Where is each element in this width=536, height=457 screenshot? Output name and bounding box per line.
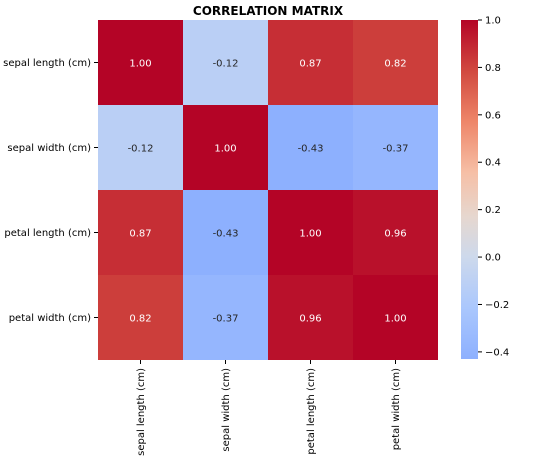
column-tick-label: sepal width (cm) xyxy=(221,368,232,452)
heatmap-cell xyxy=(183,20,268,105)
heatmap-cell xyxy=(98,275,183,360)
cell-value-label: 1.00 xyxy=(384,314,406,325)
colorbar-tick-label: 0.0 xyxy=(485,253,501,264)
column-tick-label: petal length (cm) xyxy=(306,368,317,455)
heatmap-cells: 1.00 -0.12 0.87 0.82 -0.12 1.00 -0.43 -0.37 0.87… xyxy=(98,20,438,360)
cell-value-label: -0.37 xyxy=(383,144,409,155)
heatmap-cell xyxy=(183,105,268,190)
heatmap-cell xyxy=(353,105,438,190)
cell-value-label: 0.96 xyxy=(384,229,406,240)
colorbar-tick-label: −0.4 xyxy=(485,347,509,358)
cell-value-label: 1.00 xyxy=(129,59,151,70)
cell-value-label: -0.43 xyxy=(298,144,324,155)
colorbar-tick-label: 0.4 xyxy=(485,158,501,169)
heatmap-cell xyxy=(353,190,438,275)
column-tick-label: sepal length (cm) xyxy=(136,368,147,456)
row-tick-labels: sepal length (cm) sepal width (cm) petal l… xyxy=(3,58,98,324)
heatmap-cell xyxy=(353,20,438,105)
cell-value-label: 0.82 xyxy=(129,314,151,325)
cell-value-label: -0.12 xyxy=(128,144,154,155)
colorbar-tick-label: −0.2 xyxy=(485,300,509,311)
cell-value-label: 0.96 xyxy=(299,314,321,325)
row-tick-label: sepal length (cm) xyxy=(3,58,91,69)
heatmap-cell xyxy=(268,190,353,275)
cell-value-label: 1.00 xyxy=(299,229,321,240)
heatmap-cell xyxy=(183,190,268,275)
heatmap-cell xyxy=(98,190,183,275)
heatmap-cell xyxy=(353,275,438,360)
colorbar-tick-label: 0.6 xyxy=(485,110,501,121)
heatmap-cell xyxy=(183,275,268,360)
row-tick-label: sepal width (cm) xyxy=(7,143,91,154)
heatmap-cell xyxy=(98,105,183,190)
cell-value-label: -0.43 xyxy=(213,229,239,240)
row-tick-label: petal length (cm) xyxy=(4,228,91,239)
column-tick-labels: sepal length (cm) sepal width (cm) petal l… xyxy=(136,360,402,456)
heatmap-cell xyxy=(268,275,353,360)
chart-title: CORRELATION MATRIX xyxy=(193,4,344,18)
heatmap-cell xyxy=(268,20,353,105)
column-tick-label: petal width (cm) xyxy=(391,368,402,450)
colorbar: 1.0 0.8 0.6 0.4 0.2 0.0 −0.2 −0.4 xyxy=(461,16,509,359)
row-tick-label: petal width (cm) xyxy=(9,313,91,324)
colorbar-tick-label: 1.0 xyxy=(485,16,501,27)
cell-value-label: -0.37 xyxy=(213,314,239,325)
cell-value-label: 1.00 xyxy=(214,144,236,155)
heatmap-cell xyxy=(98,20,183,105)
heatmap-cell xyxy=(268,105,353,190)
colorbar-gradient xyxy=(461,20,478,359)
cell-value-label: 0.87 xyxy=(299,59,321,70)
colorbar-tick-label: 0.2 xyxy=(485,205,501,216)
cell-value-label: 0.87 xyxy=(129,229,151,240)
cell-value-label: -0.12 xyxy=(213,59,239,70)
colorbar-tick-label: 0.8 xyxy=(485,63,501,74)
cell-value-label: 0.82 xyxy=(384,59,406,70)
